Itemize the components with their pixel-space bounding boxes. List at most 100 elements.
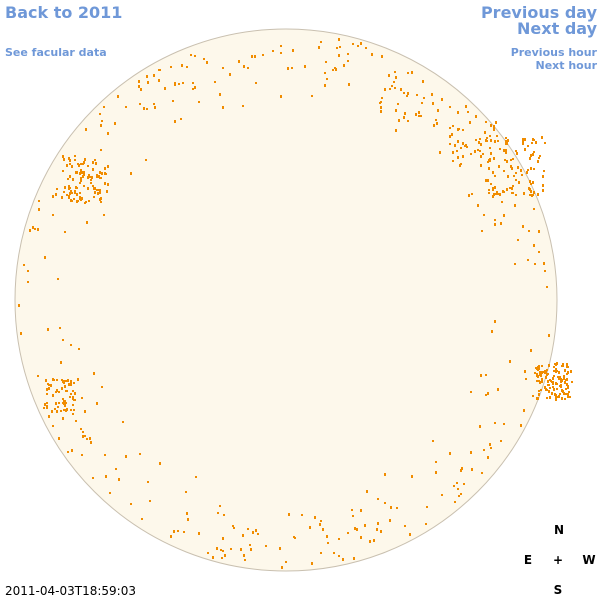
facula bbox=[471, 468, 473, 471]
facula bbox=[456, 482, 458, 484]
back-link[interactable]: Back to 2011 bbox=[5, 3, 122, 22]
facula bbox=[489, 135, 491, 137]
facula bbox=[425, 523, 427, 525]
facula bbox=[194, 55, 196, 57]
facula bbox=[464, 145, 466, 147]
facula bbox=[50, 384, 52, 387]
facula bbox=[147, 481, 149, 483]
facula bbox=[174, 120, 176, 123]
facula bbox=[98, 175, 100, 178]
facula bbox=[454, 501, 456, 503]
facula bbox=[333, 552, 335, 554]
facula bbox=[542, 184, 544, 187]
facula bbox=[527, 145, 529, 147]
facula bbox=[229, 73, 231, 76]
facula bbox=[100, 124, 102, 127]
facula bbox=[145, 159, 147, 161]
facula bbox=[92, 185, 94, 187]
previous-day-link[interactable]: Previous day bbox=[481, 3, 598, 22]
facula bbox=[550, 380, 552, 382]
facula bbox=[100, 201, 102, 203]
facula bbox=[548, 390, 550, 393]
facula bbox=[252, 531, 254, 534]
facula bbox=[488, 167, 490, 170]
facula bbox=[551, 392, 553, 395]
facula bbox=[82, 431, 84, 433]
facula bbox=[80, 179, 82, 182]
facula bbox=[87, 176, 89, 179]
facula bbox=[460, 493, 462, 495]
facula bbox=[79, 182, 81, 184]
facula bbox=[547, 373, 549, 375]
facula bbox=[527, 169, 529, 171]
facula bbox=[106, 190, 108, 193]
facula bbox=[103, 106, 105, 108]
facula bbox=[538, 230, 540, 233]
facula bbox=[58, 402, 60, 404]
facula bbox=[548, 364, 550, 367]
facula bbox=[480, 374, 482, 377]
facula bbox=[74, 155, 76, 157]
facula bbox=[318, 46, 320, 49]
facular-link[interactable]: See facular data bbox=[5, 46, 107, 59]
facula bbox=[190, 54, 192, 56]
facula bbox=[537, 375, 539, 378]
facula bbox=[118, 478, 120, 481]
next-day-link[interactable]: Next day bbox=[517, 19, 598, 38]
facula bbox=[90, 182, 92, 184]
facula bbox=[232, 525, 234, 527]
facula bbox=[198, 101, 200, 103]
facula bbox=[181, 64, 183, 67]
facula bbox=[79, 196, 81, 198]
facula bbox=[546, 286, 548, 288]
facula bbox=[415, 113, 417, 116]
previous-hour-link[interactable]: Previous hour bbox=[511, 46, 598, 59]
facula bbox=[207, 552, 209, 554]
facula bbox=[63, 400, 65, 403]
facula bbox=[301, 514, 303, 516]
facula bbox=[465, 105, 467, 108]
facula bbox=[533, 168, 535, 170]
facula bbox=[480, 143, 482, 146]
facula bbox=[530, 349, 532, 352]
facula bbox=[281, 566, 283, 569]
facula bbox=[37, 228, 39, 231]
facula bbox=[533, 151, 535, 153]
facula bbox=[52, 394, 54, 397]
facula bbox=[178, 83, 180, 85]
facula bbox=[52, 214, 54, 216]
facula bbox=[99, 171, 101, 174]
facula bbox=[96, 174, 98, 176]
facula bbox=[44, 256, 46, 259]
facula bbox=[99, 192, 101, 194]
facula bbox=[456, 150, 458, 152]
facula bbox=[515, 194, 517, 196]
facula bbox=[356, 528, 358, 531]
facula bbox=[530, 183, 532, 185]
facula bbox=[66, 390, 68, 392]
facula bbox=[249, 544, 251, 546]
facula bbox=[104, 167, 106, 170]
facula bbox=[122, 421, 124, 423]
facula bbox=[490, 139, 492, 142]
facula bbox=[48, 387, 50, 390]
facula bbox=[494, 186, 496, 189]
facula bbox=[522, 225, 524, 228]
facula bbox=[461, 467, 463, 470]
facula bbox=[69, 163, 71, 165]
facula bbox=[459, 164, 461, 167]
facula bbox=[523, 192, 525, 195]
facula bbox=[93, 372, 95, 375]
facula bbox=[153, 74, 155, 77]
facula bbox=[515, 179, 517, 181]
facula bbox=[494, 223, 496, 226]
facula bbox=[44, 403, 46, 405]
next-hour-link[interactable]: Next hour bbox=[536, 59, 598, 72]
sun-disk bbox=[14, 28, 558, 572]
facula bbox=[159, 69, 161, 71]
facula bbox=[91, 176, 93, 179]
facula bbox=[243, 554, 245, 557]
facula bbox=[569, 396, 571, 398]
facula bbox=[520, 169, 522, 172]
facula bbox=[343, 64, 345, 67]
